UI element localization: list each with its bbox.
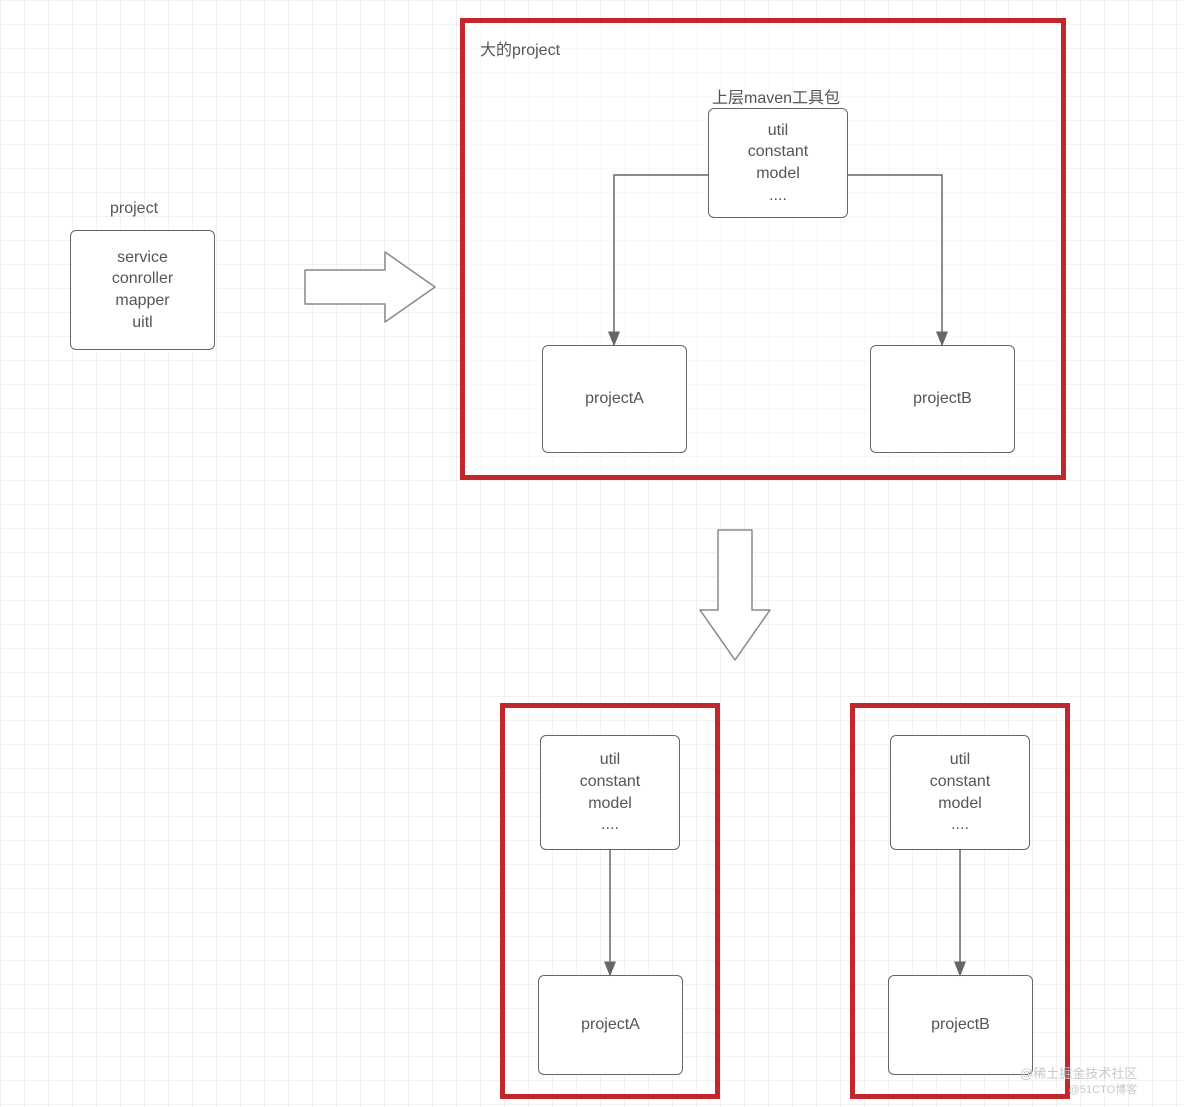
- bottom-left-util-box: util constant model ....: [540, 735, 680, 850]
- big-projectB-box: projectB: [870, 345, 1015, 453]
- bottom-right-util-box: util constant model ....: [890, 735, 1030, 850]
- big-projectA-box: projectA: [542, 345, 687, 453]
- watermark-line-1: @稀土掘金技术社区: [1020, 1066, 1137, 1083]
- big-util-box: util constant model ....: [708, 108, 848, 218]
- left-project-line-1: conroller: [112, 268, 173, 290]
- left-project-box: service conroller mapper uitl: [70, 230, 215, 350]
- br-util-0: util: [950, 749, 970, 771]
- big-util-line-3: ....: [769, 185, 787, 207]
- big-util-line-0: util: [768, 120, 788, 142]
- big-projectA-label: projectA: [585, 388, 644, 410]
- left-project-title: project: [110, 200, 158, 218]
- watermark-line-2: @51CTO博客: [1020, 1083, 1137, 1097]
- bottom-left-project-box: projectA: [538, 975, 683, 1075]
- big-util-line-2: model: [756, 163, 800, 185]
- watermark: @稀土掘金技术社区 @51CTO博客: [1020, 1066, 1137, 1097]
- big-projectB-label: projectB: [913, 388, 972, 410]
- br-util-3: ....: [951, 814, 969, 836]
- br-util-2: model: [938, 793, 982, 815]
- left-project-line-3: uitl: [132, 312, 152, 334]
- br-project-label: projectB: [931, 1014, 990, 1036]
- bl-util-0: util: [600, 749, 620, 771]
- bl-util-3: ....: [601, 814, 619, 836]
- big-util-line-1: constant: [748, 141, 808, 163]
- maven-label: 上层maven工具包: [712, 84, 840, 108]
- bottom-right-project-box: projectB: [888, 975, 1033, 1075]
- left-project-line-0: service: [117, 247, 168, 269]
- big-project-title: 大的project: [480, 36, 560, 60]
- bl-util-1: constant: [580, 771, 640, 793]
- bl-project-label: projectA: [581, 1014, 640, 1036]
- bl-util-2: model: [588, 793, 632, 815]
- br-util-1: constant: [930, 771, 990, 793]
- left-project-line-2: mapper: [115, 290, 169, 312]
